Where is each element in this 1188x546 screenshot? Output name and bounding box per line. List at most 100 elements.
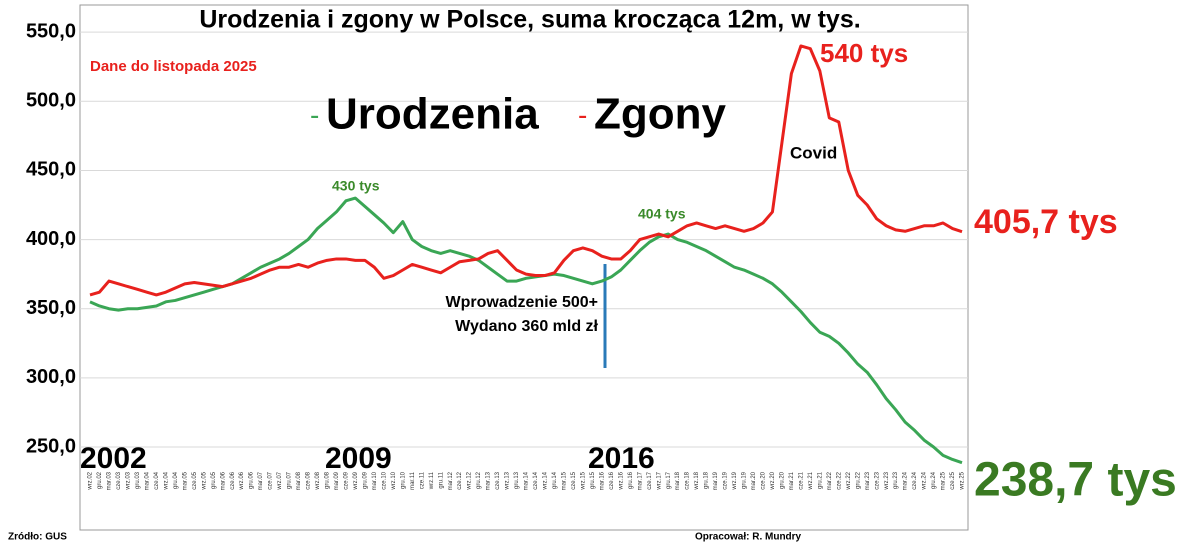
annotation: Wydano 360 mld zł [455,318,598,335]
x-tick-label: wrz.21 [808,471,814,490]
x-tick-label: gru.08 [325,471,331,489]
x-tick-label: mar.09 [334,471,340,490]
annotation: 404 tys [638,206,686,222]
author: Opracował: R. Mundry [695,532,802,543]
x-tick-label: gru.05 [211,471,217,489]
x-tick-label: mar.19 [713,471,719,490]
y-tick-label: 250,0 [26,435,76,457]
legend-marker: - [310,99,319,130]
x-tick-label: gru.20 [779,471,785,489]
x-tick-label: gru.12 [476,471,482,489]
x-tick-label: gru.21 [817,471,823,489]
x-tick-label: wrz.18 [694,471,700,490]
x-tick-label: cze.24 [912,471,918,489]
x-tick-label: mar.12 [448,471,454,490]
x-tick-label: mar.04 [144,471,150,490]
x-tick-label: mar.25 [941,471,947,490]
x-tick-label: gru.02 [97,471,103,489]
x-tick-label: wrz.10 [391,471,397,490]
legend-marker: - [578,99,587,130]
x-tick-label: gru.24 [931,471,937,489]
y-tick-label: 450,0 [26,159,76,181]
x-tick-label: wrz.08 [315,471,321,490]
grid: 250,0 300,0 350,0 400,0 450,0 500,0 550,0 wrz.0… [26,20,968,491]
x-tick-label: cze.13 [495,471,501,489]
x-tick-label: gru.22 [855,471,861,489]
x-tick-label: gru.11 [438,471,444,488]
x-tick-label: cze.09 [343,471,349,489]
x-tick-label: wrz.17 [656,471,662,490]
x-tick-label: wrz.04 [163,471,169,490]
annotation: Covid [790,143,837,162]
x-tick-label: mar.15 [561,471,567,490]
x-tick-label: wrz.09 [353,471,359,490]
x-tick-label: wrz.24 [922,471,928,490]
x-tick-label: cze.20 [761,471,767,489]
x-tick-label: gru.06 [249,471,255,489]
x-tick-label: mar.05 [182,471,188,490]
year-label: 2016 [588,442,655,475]
x-tick-label: cze.06 [230,471,236,489]
x-tick-label: cze.22 [836,471,842,489]
x-tick-label: cze.25 [950,471,956,489]
annotation: 405,7 tys [974,203,1118,241]
subtitle: Dane do listopada 2025 [90,58,257,75]
x-tick-label: gru.07 [287,471,293,489]
x-tick-label: mar.06 [220,471,226,490]
x-tick-label: cze.16 [609,471,615,489]
x-tick-label: mar.14 [524,471,530,490]
x-tick-label: mar.10 [372,471,378,490]
x-tick-label: wrz.22 [846,471,852,490]
x-tick-label: cze.15 [571,471,577,489]
x-tick-label: mar.08 [296,471,302,490]
x-tick-label: mar.11 [410,471,416,490]
x-tick-label: wrz.11 [429,471,435,490]
x-tick-label: cze.05 [192,471,198,489]
x-tick-label: mar.18 [675,471,681,490]
x-tick-label: wrz.16 [618,471,624,490]
x-tick-label: cze.10 [381,471,387,489]
annotation: 430 tys [332,178,380,194]
x-tick-label: gru.17 [666,471,672,489]
y-tick-label: 550,0 [26,20,76,42]
x-tick-label: cze.14 [533,471,539,489]
x-tick-label: mar.22 [827,471,833,490]
x-tick-label: cze.07 [268,471,274,489]
lines [89,44,963,465]
x-tick-label: mar.16 [599,471,605,490]
source: Zródło: GUS [8,532,67,543]
x-tick-label: cze.17 [647,471,653,489]
year-label: 2009 [325,442,392,475]
x-tick-label: mar.13 [486,471,492,490]
x-tick-label: cze.04 [154,471,160,489]
x-tick-label: gru.09 [362,471,368,489]
x-tick-label: gru.14 [552,471,558,489]
x-tick-label: mar.17 [637,471,643,490]
x-tick-label: wrz.25 [960,471,966,490]
x-tick-label: wrz.02 [88,471,94,490]
x-tick-label: gru.15 [590,471,596,489]
x-tick-label: mar.21 [789,471,795,490]
annotation: Wprowadzenie 500+ [446,294,599,311]
y-tick-label: 500,0 [26,90,76,112]
x-tick-label: gru.18 [704,471,710,489]
x-tick-label: mar.24 [903,471,909,490]
x-tick-label: cze.23 [874,471,880,489]
x-tick-label: gru.19 [742,471,748,489]
x-tick-label: mar.20 [751,471,757,490]
x-tick-label: cze.18 [685,471,691,489]
x-tick-label: cze.11 [419,471,425,489]
x-tick-label: wrz.20 [770,471,776,490]
x-tick-label: wrz.15 [580,471,586,490]
x-tick-label: cze.19 [723,471,729,489]
x-tick-label: gru.04 [173,471,179,489]
x-tick-label: mar.23 [865,471,871,490]
x-tick-label: wrz.13 [505,471,511,490]
x-tick-label: wrz.03 [125,471,131,490]
annotation: 238,7 tys [974,454,1177,507]
x-tick-label: wrz.05 [201,471,207,490]
x-tick-label: wrz.23 [884,471,890,490]
legend-label: Zgony [594,90,727,139]
